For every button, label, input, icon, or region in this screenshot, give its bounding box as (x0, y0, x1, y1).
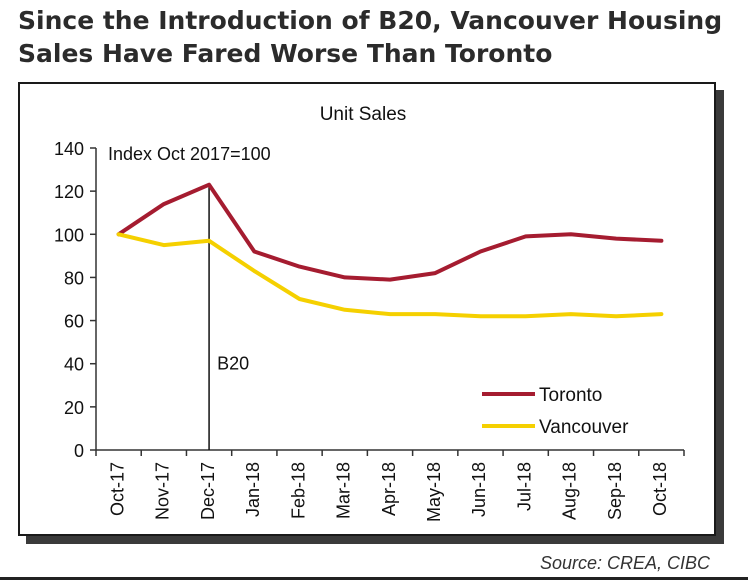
y-tick-label: 140 (54, 139, 84, 159)
x-tick-label: May-18 (424, 462, 444, 522)
bottom-rule (0, 577, 748, 580)
x-tick-label: Jun-18 (469, 462, 489, 517)
x-tick-label: Apr-18 (379, 462, 399, 516)
y-tick-label: 40 (64, 355, 84, 375)
x-tick-label: Feb-18 (288, 462, 308, 519)
chart-title: Unit Sales (320, 104, 407, 125)
y-tick-label: 100 (54, 225, 84, 245)
legend: Toronto Vancouver (482, 385, 629, 438)
y-tick-label: 80 (64, 268, 84, 288)
x-tick-label: Jul-18 (514, 462, 534, 511)
series-lines (116, 182, 664, 319)
b20-marker-label: B20 (217, 354, 249, 374)
series-line-toronto (116, 182, 664, 282)
legend-label-vancouver: Vancouver (539, 417, 629, 438)
y-tick-label: 0 (74, 441, 84, 461)
x-tick-label: Oct-17 (107, 462, 127, 516)
line-chart: 0 20 40 60 80 100 120 140 Oct-17 Nov-17 Dec-17 Jan-… (54, 104, 685, 522)
y-tick-label: 60 (64, 312, 84, 332)
x-tick-label: Aug-18 (560, 462, 580, 520)
x-tick-label: Mar-18 (334, 462, 354, 519)
x-tick-label: Jan-18 (243, 462, 263, 517)
x-tick-label: Sep-18 (605, 462, 625, 520)
x-tick-label: Nov-17 (153, 462, 173, 520)
x-tick-label: Dec-17 (198, 462, 218, 520)
index-note: Index Oct 2017=100 (108, 144, 271, 164)
y-tick-label: 20 (64, 398, 84, 418)
series-line-vancouver (116, 232, 664, 319)
chart-frame: 0 20 40 60 80 100 120 140 Oct-17 Nov-17 Dec-17 Jan-… (18, 82, 716, 536)
b20-marker: B20 (208, 184, 249, 450)
legend-label-toronto: Toronto (539, 385, 602, 406)
chart-headline: Since the Introduction of B20, Vancouver… (18, 6, 723, 68)
y-tick-label: 120 (54, 182, 84, 202)
axes: 0 20 40 60 80 100 120 140 Oct-17 Nov-17 Dec-17 Jan-… (54, 139, 685, 522)
x-tick-label: Oct-18 (650, 462, 670, 516)
source-note: Source: CREA, CIBC (539, 553, 710, 573)
